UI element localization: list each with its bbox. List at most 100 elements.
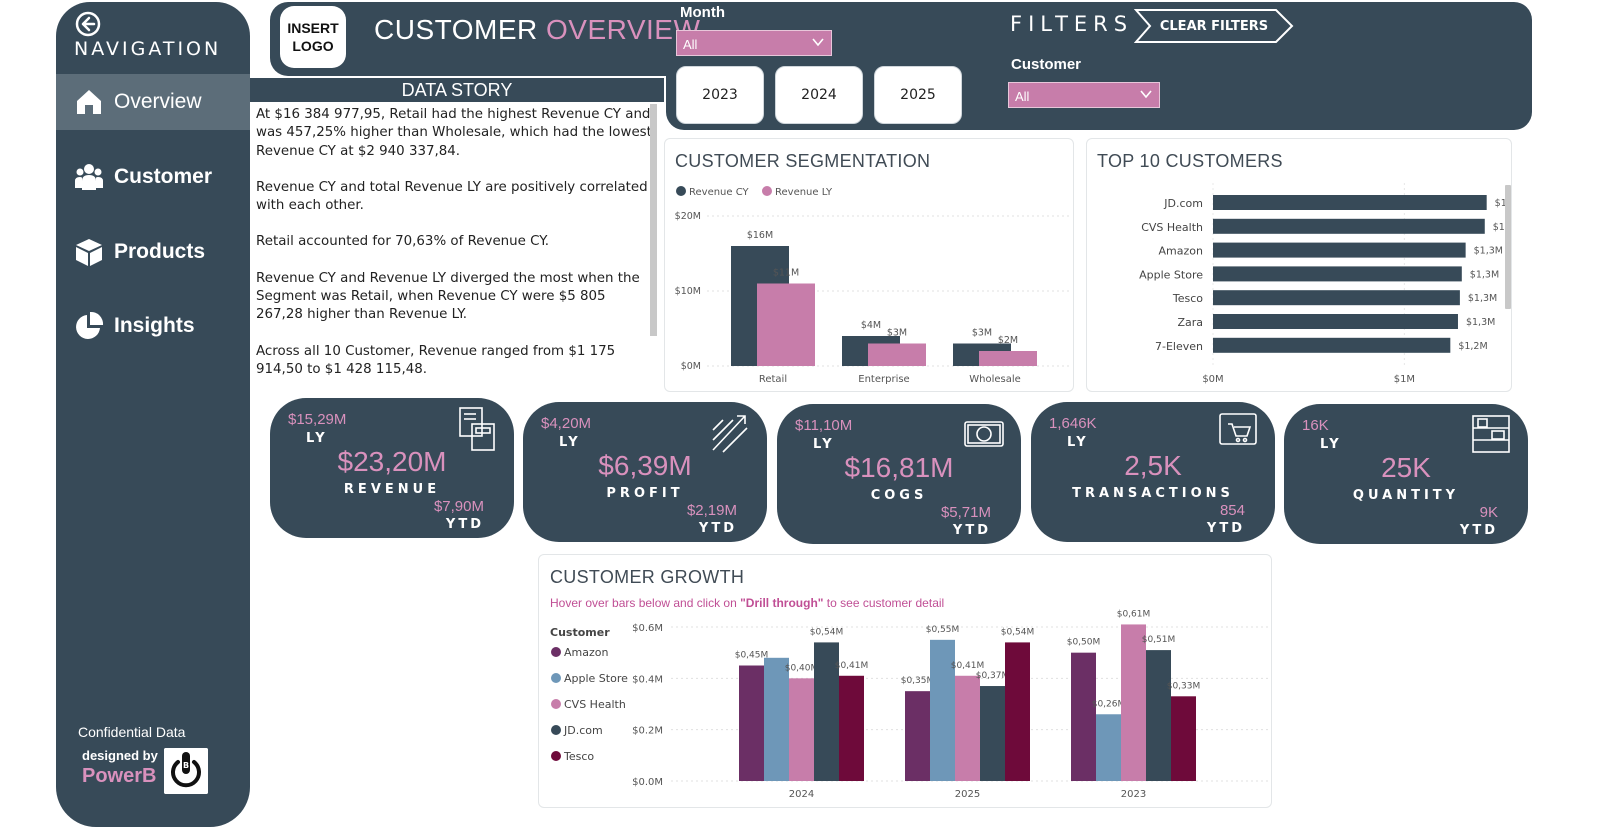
- money-icon: [964, 421, 1004, 447]
- logo-placeholder: INSERT LOGO: [280, 6, 346, 68]
- page-title: CUSTOMER OVERVIEW: [374, 14, 700, 46]
- data-label: $4M: [861, 320, 881, 331]
- data-label: $0,40M: [785, 663, 819, 673]
- legend-marker: [762, 186, 772, 196]
- bar: [757, 283, 815, 366]
- segmentation-title: CUSTOMER SEGMENTATION: [675, 151, 931, 171]
- bar: [868, 343, 926, 366]
- kpi-ytd-value: $5,71M: [940, 504, 991, 521]
- kpi-ly-label: LY: [813, 437, 835, 452]
- nav-item-products[interactable]: Products: [56, 224, 250, 280]
- kpi-card-cogs: $11,10M LY $16,81M COGS $5,71M YTD: [777, 404, 1021, 544]
- customer-filter-label: Customer: [1011, 56, 1082, 73]
- data-label: $1,4M: [1495, 198, 1511, 209]
- kpi-ly-label: LY: [1067, 435, 1089, 450]
- kpi-card-transactions: 1,646K LY 2,5K TRANSACTIONS 854 YTD: [1031, 402, 1275, 542]
- segmentation-chart: Revenue CY Revenue LY $0M $10M $20M $16M $11M R…: [675, 186, 1070, 385]
- data-label: $0,41M: [951, 661, 985, 671]
- bar: [1121, 624, 1146, 781]
- data-label: $0,35M: [901, 676, 935, 686]
- kpi-main-value: 25K: [1381, 452, 1431, 483]
- growth-subtitle-bold: "Drill through": [740, 596, 824, 610]
- year-button-2024[interactable]: 2024: [775, 66, 863, 124]
- nav-item-insights[interactable]: Insights: [56, 298, 250, 354]
- nav-item-label: Customer: [114, 165, 213, 188]
- legend-marker: [551, 699, 561, 709]
- bar: [1213, 242, 1466, 258]
- data-label: $0,51M: [1142, 635, 1176, 645]
- data-label: $1,3M: [1470, 269, 1499, 280]
- bar: [739, 665, 764, 781]
- top-customers-card: TOP 10 CUSTOMERS $0M $1M JD.com $1,4M CVS He…: [1086, 138, 1512, 392]
- y-tick-label: CVS Health: [1141, 221, 1203, 234]
- kpi-main-label: REVENUE: [343, 482, 441, 497]
- year-button-2023[interactable]: 2023: [676, 66, 764, 124]
- chevron-down-icon: [1140, 90, 1152, 99]
- kpi-ly-value: $11,10M: [795, 417, 853, 434]
- brand-name: PowerB: [82, 765, 157, 787]
- kpi-ly-value: $15,29M: [288, 411, 347, 428]
- story-scrollbar[interactable]: [650, 104, 657, 336]
- month-dropdown[interactable]: All: [676, 30, 832, 56]
- box-icon: [76, 239, 102, 266]
- calculator-icon: [459, 407, 495, 451]
- kpi-ytd-label: YTD: [698, 521, 737, 536]
- nav-item-overview[interactable]: Overview: [56, 74, 250, 130]
- x-tick-label: Wholesale: [969, 374, 1021, 385]
- legend-marker: [551, 673, 561, 683]
- bar: [764, 657, 789, 781]
- page-title-accent: OVERVIEW: [546, 14, 701, 45]
- data-label: $11M: [773, 268, 799, 279]
- y-tick-label: 7-Eleven: [1155, 340, 1203, 353]
- bar: [1213, 266, 1462, 282]
- nav-item-label: Products: [114, 240, 206, 263]
- legend-label: Apple Store: [564, 672, 628, 685]
- legend-label: Revenue LY: [775, 187, 833, 198]
- data-label: $0,37M: [976, 671, 1010, 681]
- bar: [814, 642, 839, 781]
- customer-dropdown[interactable]: All: [1008, 82, 1160, 108]
- trend-arrows-icon: [712, 415, 748, 453]
- kpi-main-value: $23,20M: [337, 446, 447, 477]
- kpi-ytd-label: YTD: [1459, 523, 1498, 538]
- story-paragraph: Retail accounted for 70,63% of Revenue C…: [256, 234, 549, 250]
- bar: [955, 675, 980, 781]
- kpi-ytd-value: 9K: [1479, 504, 1498, 521]
- year-button-2025[interactable]: 2025: [874, 66, 962, 124]
- kpi-ly-label: LY: [306, 431, 328, 446]
- kpi-ytd-value: $2,19M: [686, 502, 737, 519]
- logo-line-1: INSERT: [287, 20, 339, 36]
- clear-filters-button[interactable]: CLEAR FILTERS: [1134, 8, 1294, 44]
- data-label: $0,61M: [1117, 609, 1151, 619]
- customer-growth-chart: Customer Amazon Apple Store CVS Health JD.co…: [550, 609, 1269, 800]
- data-label: $0,45M: [735, 651, 769, 661]
- home-icon: [77, 90, 101, 114]
- nav-item-customer[interactable]: Customer: [56, 149, 250, 205]
- bar: [980, 686, 1005, 781]
- customer-segmentation-card: CUSTOMER SEGMENTATION Revenue CY Revenue …: [664, 138, 1074, 392]
- bar: [1005, 642, 1030, 781]
- back-arrow-icon[interactable]: [74, 10, 102, 38]
- y-tick-label: $0.6M: [632, 623, 663, 634]
- data-label: $0,54M: [1001, 627, 1035, 637]
- users-icon: [75, 164, 103, 190]
- x-tick-label: 2024: [789, 789, 814, 800]
- kpi-main-value: 2,5K: [1124, 450, 1182, 481]
- y-tick-label: JD.com: [1163, 197, 1203, 210]
- powerb-logo-letter: B: [183, 761, 189, 770]
- data-story-text: At $16 384 977,95, Retail had the highes…: [256, 106, 652, 386]
- bar: [1213, 314, 1458, 329]
- nav-item-label: Insights: [114, 314, 195, 337]
- x-tick-label: 2025: [955, 789, 980, 800]
- pie-chart-icon: [76, 311, 104, 339]
- kpi-ytd-value: $7,90M: [433, 498, 484, 515]
- y-tick-label: Tesco: [1172, 292, 1203, 305]
- designed-by-label: designed by: [82, 748, 158, 763]
- bar: [1146, 650, 1171, 781]
- x-tick-label: Enterprise: [858, 374, 909, 385]
- kpi-ytd-label: YTD: [445, 517, 484, 532]
- kpi-main-label: QUANTITY: [1352, 488, 1460, 503]
- growth-subtitle-prefix: Hover over bars below and click on: [550, 596, 741, 610]
- chevron-down-icon: [812, 38, 824, 47]
